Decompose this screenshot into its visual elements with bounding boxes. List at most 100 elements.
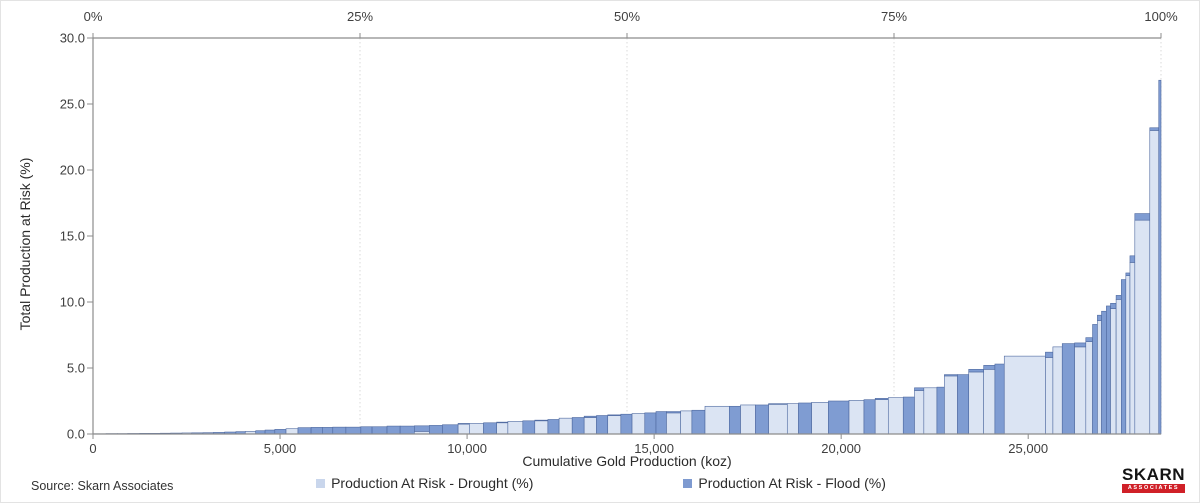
bar-segment-flood <box>968 369 984 373</box>
y-tick-label: 30.0 <box>59 30 85 46</box>
bar-segment-drought <box>469 423 484 435</box>
bar-segment-flood <box>1106 305 1111 435</box>
bar-segment-drought <box>1134 219 1151 435</box>
bar-segment-flood <box>1101 310 1107 435</box>
bar-segment-drought <box>944 375 958 435</box>
bar-segment-flood <box>1092 324 1098 435</box>
y-tick-label: 15.0 <box>59 228 85 244</box>
bar-segment-flood <box>1149 127 1160 131</box>
bar-segment-flood <box>297 427 312 435</box>
bar-segment-drought <box>680 410 693 435</box>
bar-segment-flood <box>386 425 401 435</box>
bar-segment-flood <box>322 427 334 435</box>
bar-segment-drought <box>704 405 730 435</box>
bar-segment-drought <box>740 404 756 435</box>
x-tick-label: 25,000 <box>1008 441 1049 456</box>
y-tick-label: 5.0 <box>66 360 85 376</box>
y-tick-label: 0.0 <box>66 426 85 442</box>
bar-segment-drought <box>1110 308 1117 435</box>
bar-segment-flood <box>655 411 667 435</box>
bar-segment-flood <box>414 425 430 432</box>
x-axis-title: Cumulative Gold Production (koz) <box>522 453 732 469</box>
bar-segment-drought <box>874 399 889 435</box>
bar-segment-flood <box>874 398 889 400</box>
legend-item-drought: Production At Risk - Drought (%) <box>316 475 533 491</box>
bar-segment-flood <box>1045 351 1054 358</box>
bar-segment-flood <box>428 425 443 435</box>
bar-segment-flood <box>983 365 996 370</box>
bar-segment-flood <box>310 427 323 435</box>
bar-segment-drought <box>968 371 984 435</box>
x-tick-label: 20,000 <box>821 441 862 456</box>
bar-segment-flood <box>644 412 657 435</box>
bar-segment-flood <box>399 425 415 435</box>
y-axis-title: Total Production at Risk (%) <box>17 157 33 331</box>
percent-tick-label: 100% <box>1144 9 1178 24</box>
bar-segment-flood <box>360 426 373 435</box>
bar-segment-drought <box>666 412 681 435</box>
bar-segment-flood <box>944 374 958 377</box>
bar-segment-flood <box>729 405 741 435</box>
x-tick-label: 0 <box>89 441 97 456</box>
bar-segment-drought <box>1115 299 1122 435</box>
skarn-logo: SKARN ASSOCIATES <box>1122 466 1185 493</box>
bar-segment-flood <box>1061 343 1075 435</box>
bar-segment-flood <box>496 421 509 424</box>
legend-swatch-drought-icon <box>316 478 326 488</box>
y-tick-label: 20.0 <box>59 162 85 178</box>
bar-segment-flood <box>994 363 1005 435</box>
bar-segment-flood <box>1158 79 1162 435</box>
bar-segment-flood <box>1097 314 1102 321</box>
bar-segment-flood <box>1110 303 1117 309</box>
bar-segment-drought <box>1052 346 1063 435</box>
bar-segment-flood <box>691 409 706 435</box>
bar-segment-drought <box>285 428 299 435</box>
y-tick-label: 10.0 <box>59 294 85 310</box>
x-tick-label: 10,000 <box>447 441 487 456</box>
bar-segment-drought <box>848 400 865 435</box>
bar-segment-drought <box>457 423 470 435</box>
bar-segment-drought <box>534 420 549 435</box>
bar-segment-flood <box>1115 295 1122 300</box>
bar-segment-drought <box>1085 341 1093 435</box>
bar-segment-flood <box>798 402 812 435</box>
bar-segment-flood <box>863 399 876 435</box>
legend-item-flood: Production At Risk - Flood (%) <box>683 475 886 491</box>
bar-segment-flood <box>345 426 362 435</box>
y-tick-label: 25.0 <box>59 96 85 112</box>
bar-segment-flood <box>1129 255 1136 263</box>
bar-segment-flood <box>620 413 633 435</box>
bar-segment-drought <box>1129 262 1136 435</box>
bar-segment-flood <box>547 419 560 435</box>
source-note: Source: Skarn Associates <box>31 479 174 493</box>
bar-segment-flood <box>457 423 470 425</box>
bar-segment-drought <box>1074 346 1087 435</box>
bar-segment-flood <box>936 386 945 435</box>
bar-segment-flood <box>596 415 609 435</box>
percent-tick-label: 0% <box>83 9 103 24</box>
bar-segment-drought <box>811 402 829 435</box>
bar-segment-drought <box>983 369 996 435</box>
bar-segment-flood <box>274 429 287 435</box>
x-tick-label: 15,000 <box>634 441 674 456</box>
bar-segment-flood <box>332 426 347 435</box>
bar-segment-drought <box>558 417 573 435</box>
bar-segment-drought <box>1125 275 1131 435</box>
bar-segment-drought <box>914 390 925 435</box>
bar-segment-drought <box>496 422 509 435</box>
bar-segment-flood <box>534 419 549 422</box>
chart-legend: Production At Risk - Drought (%) Product… <box>1 475 1199 491</box>
bar-segment-drought <box>786 403 799 435</box>
bar-segment-flood <box>1121 279 1127 435</box>
bar-segment-flood <box>571 417 585 435</box>
legend-label-flood: Production At Risk - Flood (%) <box>698 475 886 491</box>
bar-segment-flood <box>1085 337 1093 342</box>
skarn-logo-subtext: ASSOCIATES <box>1122 484 1185 493</box>
bar-segment-flood <box>583 415 597 418</box>
percent-tick-label: 50% <box>613 9 641 24</box>
bar-segment-drought <box>1149 130 1160 435</box>
bar-segment-flood <box>755 404 769 435</box>
legend-label-drought: Production At Risk - Drought (%) <box>331 475 534 491</box>
